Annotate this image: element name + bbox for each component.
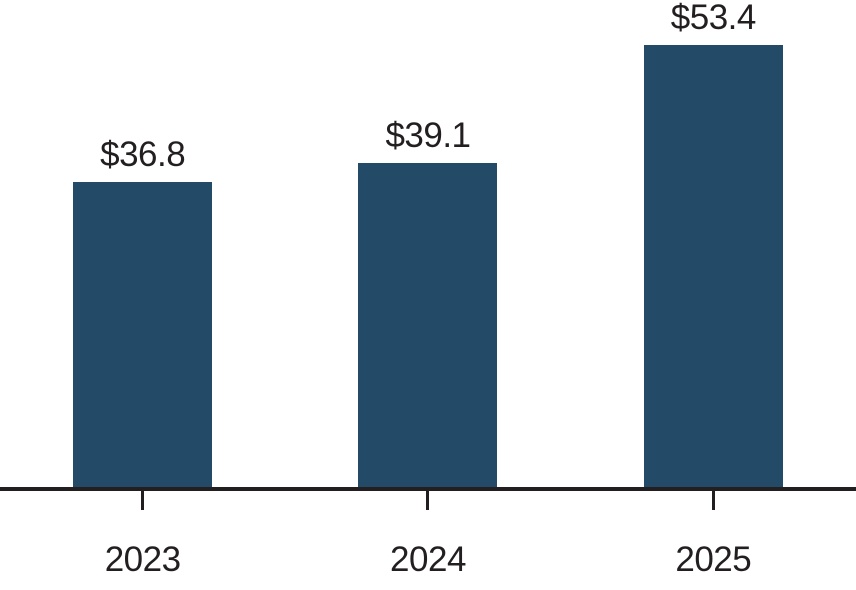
bar-2025: [643, 45, 783, 487]
bar-2024: [358, 163, 498, 487]
tick-cell: [571, 491, 856, 510]
bar-value-label: $53.4: [670, 0, 757, 37]
label-cell: 2025: [571, 542, 856, 577]
axis-tick-2023: [141, 491, 145, 510]
bar-group-2024: $39.1: [285, 0, 570, 487]
label-cell: 2023: [0, 542, 285, 577]
bar-value-label: $39.1: [385, 116, 471, 155]
bar-2023: [73, 182, 213, 487]
label-cell: 2024: [285, 542, 570, 577]
tick-cell: [0, 491, 285, 510]
x-tick-label-2025: 2025: [675, 540, 752, 579]
x-axis-ticks: [0, 491, 856, 510]
x-axis-line: [0, 487, 856, 491]
x-axis-labels: 2023 2024 2025: [0, 542, 856, 577]
x-tick-label-2024: 2024: [390, 540, 466, 579]
bar-value-label: $36.8: [100, 135, 186, 174]
bar-group-2025: $53.4: [571, 0, 856, 487]
bar-group-2023: $36.8: [0, 0, 285, 487]
axis-tick-2024: [426, 491, 430, 510]
plot-area: $36.8 $39.1 $53.4: [0, 0, 856, 487]
tick-cell: [285, 491, 570, 510]
axis-tick-2025: [711, 491, 715, 510]
x-tick-label-2023: 2023: [104, 540, 181, 579]
